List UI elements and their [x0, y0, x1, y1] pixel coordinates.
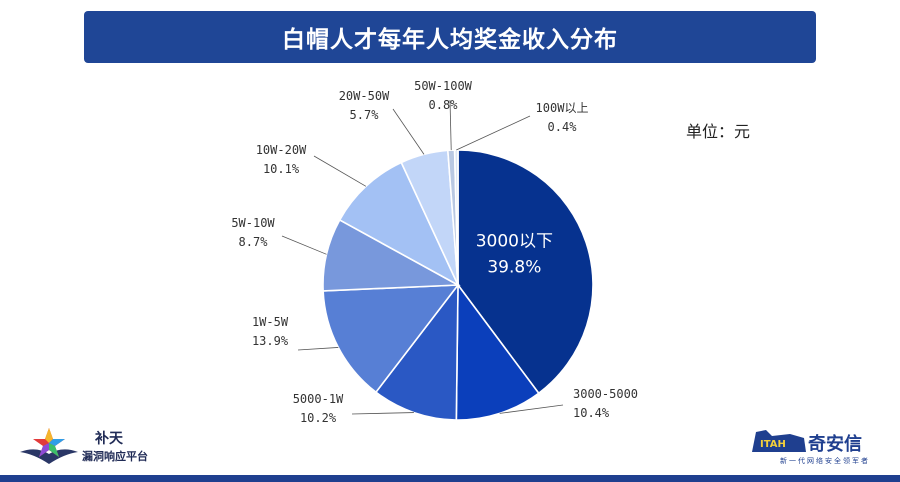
slice-label: 10W-20W: [256, 143, 307, 157]
leader-line: [392, 108, 425, 155]
pie-slice: [374, 282, 459, 421]
svg-text:ITAH: ITAH: [760, 439, 786, 450]
pie-slice: [338, 161, 460, 287]
leader-line: [351, 412, 414, 415]
butian-logo: 补天 漏洞响应平台: [18, 424, 178, 468]
chart-title: 白帽人才每年人均奖金收入分布: [282, 27, 618, 53]
slice-percent: 5.7%: [350, 108, 380, 122]
slice-label: 1W-5W: [252, 315, 289, 329]
butian-star-icon: [20, 428, 78, 464]
qianxin-logo: ITAH 奇安信 新一代网络安全领军者: [750, 428, 890, 468]
pie-slices: [322, 149, 594, 421]
pie-slice: [457, 149, 594, 395]
title-bar: 白帽人才每年人均奖金收入分布: [84, 11, 816, 63]
leader-line: [297, 347, 339, 351]
unit-label: 单位：元: [686, 122, 751, 141]
qianxin-tag: 新一代网络安全领军者: [780, 457, 870, 465]
leader-line: [281, 235, 327, 255]
butian-sub: 漏洞响应平台: [82, 450, 148, 463]
leader-line: [456, 115, 531, 151]
slice-percent: 10.1%: [263, 162, 300, 176]
slice-percent: 13.9%: [252, 334, 289, 348]
slice-percent: 0.4%: [548, 120, 578, 134]
qianxin-mark-icon: ITAH: [752, 430, 806, 452]
slice-percent: 39.8%: [487, 257, 541, 277]
slice-label: 5000-1W: [293, 392, 344, 406]
footer-bar: [0, 475, 900, 482]
butian-brand: 补天: [95, 431, 123, 447]
slice-label: 50W-100W: [414, 79, 473, 93]
slice-percent: 10.4%: [573, 406, 610, 420]
slice-label: 3000以下: [476, 231, 553, 251]
qianxin-brand: 奇安信: [808, 434, 862, 455]
pie-slice: [322, 284, 460, 394]
slice-label: 100W以上: [536, 101, 589, 115]
pie-slice: [453, 149, 459, 286]
leader-line: [313, 155, 367, 187]
slice-label: 5W-10W: [231, 216, 275, 230]
slice-percent: 10.2%: [300, 411, 337, 425]
leader-line: [499, 404, 564, 414]
slice-label: 3000-5000: [573, 387, 638, 401]
leader-line: [449, 99, 452, 151]
slice-label: 20W-50W: [339, 89, 390, 103]
slice-percent: 0.8%: [429, 98, 459, 112]
slice-percent: 8.7%: [239, 235, 269, 249]
pie-labels: 3000以下 39.8% 3000-5000 10.4% 5000-1W 10.2% 1W-…: [231, 79, 638, 425]
